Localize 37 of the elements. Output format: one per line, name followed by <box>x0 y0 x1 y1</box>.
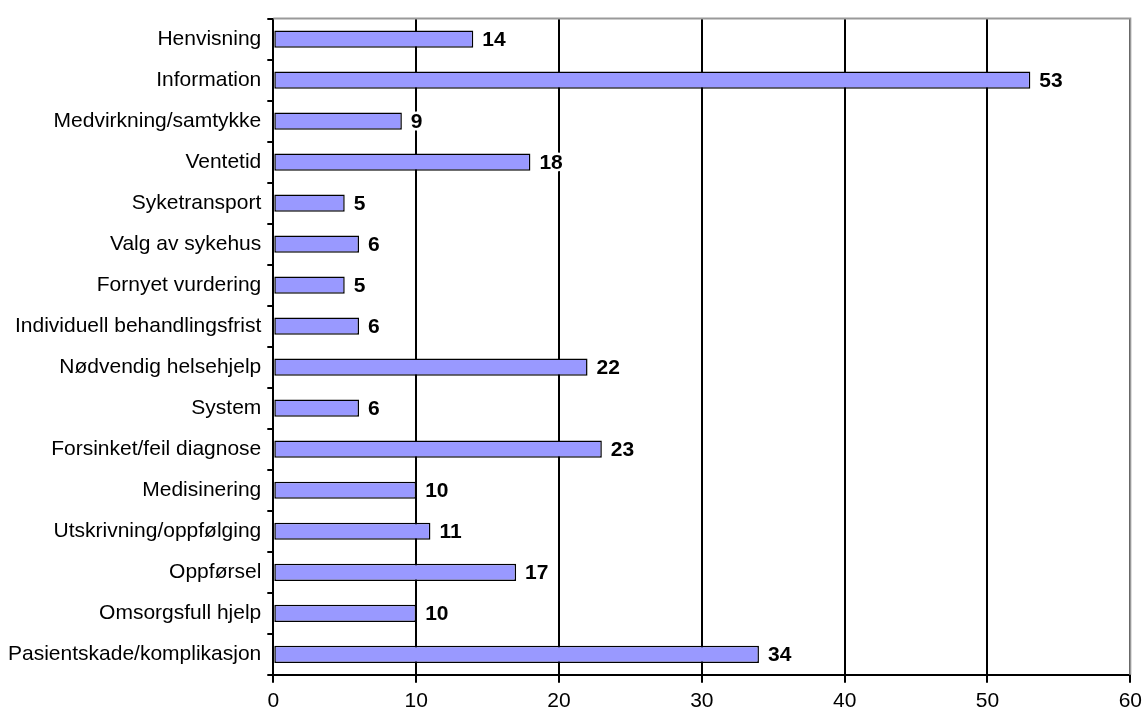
y-tick-label: Ventetid <box>185 148 262 172</box>
x-tick-label: 50 <box>975 688 1000 712</box>
data-label: 22 <box>596 355 620 378</box>
data-label: 11 <box>439 519 462 543</box>
data-label: 6 <box>368 313 380 337</box>
y-tick-label: Henvisning <box>157 25 262 49</box>
y-tick-label: Forsinket/feil diagnose <box>51 436 262 460</box>
x-tick-label: 20 <box>547 688 571 712</box>
data-label: 17 <box>525 560 549 584</box>
data-label: 6 <box>368 231 380 255</box>
data-label: 23 <box>610 437 635 461</box>
y-tick-label: Individuell behandlingsfrist <box>14 312 262 336</box>
y-tick-label: Medvirkning/samtykke <box>53 107 262 131</box>
y-tick-label: Pasientskade/komplikasjon <box>7 641 262 665</box>
x-tick-label: 40 <box>832 688 857 712</box>
x-tick-label: 30 <box>690 688 714 712</box>
data-label: 53 <box>1039 67 1063 91</box>
y-tick-label: Omsorgsfull hjelp <box>99 600 262 624</box>
data-label: 5 <box>353 190 366 214</box>
y-tick-label: Syketransport <box>131 189 262 213</box>
x-tick-label: 0 <box>267 688 280 712</box>
y-tick-label: Oppførsel <box>169 559 262 583</box>
data-label: 14 <box>482 26 506 50</box>
y-tick-label: Valg av sykehus <box>109 230 262 254</box>
data-label: 34 <box>767 642 792 666</box>
y-tick-label: Fornyet vurdering <box>96 271 262 295</box>
y-tick-label: Utskrivning/oppfølging <box>53 518 262 542</box>
y-tick-label: Nødvendig helsehjelp <box>59 354 262 377</box>
data-label: 6 <box>368 396 380 420</box>
data-label: 10 <box>425 478 449 502</box>
y-tick-label: Medisinering <box>142 477 262 501</box>
y-tick-label: Information <box>156 66 262 90</box>
data-label: 10 <box>425 601 449 625</box>
x-tick-label: 10 <box>404 688 428 712</box>
y-tick-label: System <box>191 395 262 419</box>
x-tick-label: 60 <box>1118 688 1142 712</box>
data-label: 5 <box>353 272 366 296</box>
